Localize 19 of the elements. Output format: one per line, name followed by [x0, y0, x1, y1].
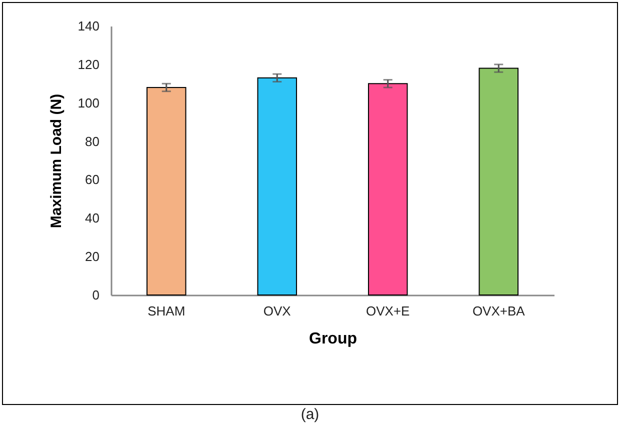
y-tick-label: 60: [85, 172, 100, 188]
y-tick-label: 80: [85, 134, 100, 149]
x-tick-label: SHAM: [148, 304, 186, 318]
x-tick-label: OVX+E: [366, 304, 410, 318]
y-tick-label: 120: [78, 56, 100, 72]
bar: [257, 77, 298, 296]
y-tick-label: 20: [85, 249, 100, 264]
bar: [368, 83, 408, 296]
bar: [146, 86, 186, 296]
y-axis-title: Maximum Load (N): [48, 94, 65, 228]
bar: [478, 68, 519, 296]
y-tick-label: 140: [78, 18, 100, 34]
x-tick-label: OVX: [263, 304, 292, 318]
y-tick-label: 0: [92, 288, 100, 302]
x-axis-title: Group: [309, 330, 358, 348]
x-tick-label: OVX+BA: [472, 304, 526, 318]
text: (a): [300, 406, 320, 423]
y-tick-label: 100: [78, 95, 100, 110]
y-tick-label: 40: [85, 210, 100, 226]
